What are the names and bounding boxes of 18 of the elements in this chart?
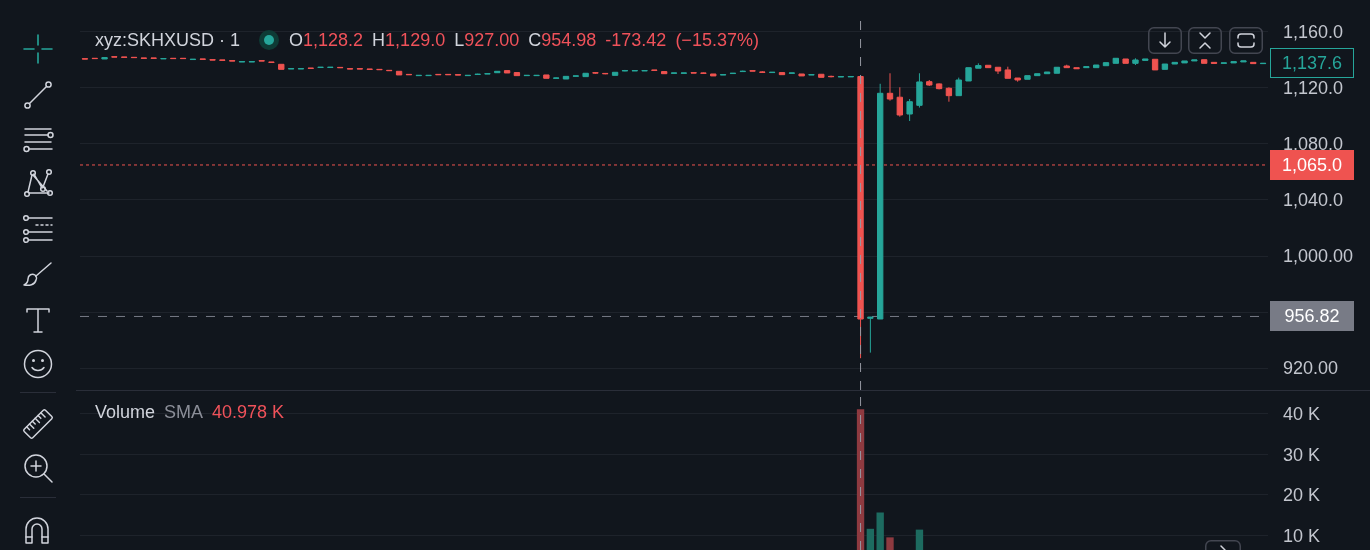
y-tick-label: 1,080.0	[1283, 134, 1344, 155]
ref-line-label: 1,065.0	[1281, 155, 1343, 175]
text: Volume	[95, 401, 156, 423]
text: 1,137.6	[1281, 53, 1343, 73]
y-tick-label: 920.00	[1283, 358, 1339, 379]
text: xyz:SKHXUSD · 1	[95, 29, 241, 51]
y-tick-label: 1,040.0	[1283, 190, 1344, 211]
ref-line-label: 956.82	[1284, 306, 1340, 326]
annotation: 40.978 K	[212, 401, 285, 423]
text: SMA	[164, 401, 204, 423]
y-tick-label: 1,160.0	[1283, 22, 1344, 43]
y-tick-label: 30 K	[1283, 444, 1321, 465]
y-tick-label: 1,120.0	[1283, 78, 1344, 99]
y-tick-label: 10 K	[1283, 526, 1321, 547]
y-tick-label: 20 K	[1283, 485, 1321, 506]
y-tick-label: 40 K	[1283, 403, 1321, 424]
y-tick-label: 1,000.00	[1283, 246, 1354, 267]
text: O1,128.2 H1,129.0 L927.00 C954.98 -173.42 (−15.37%)	[289, 30, 759, 50]
